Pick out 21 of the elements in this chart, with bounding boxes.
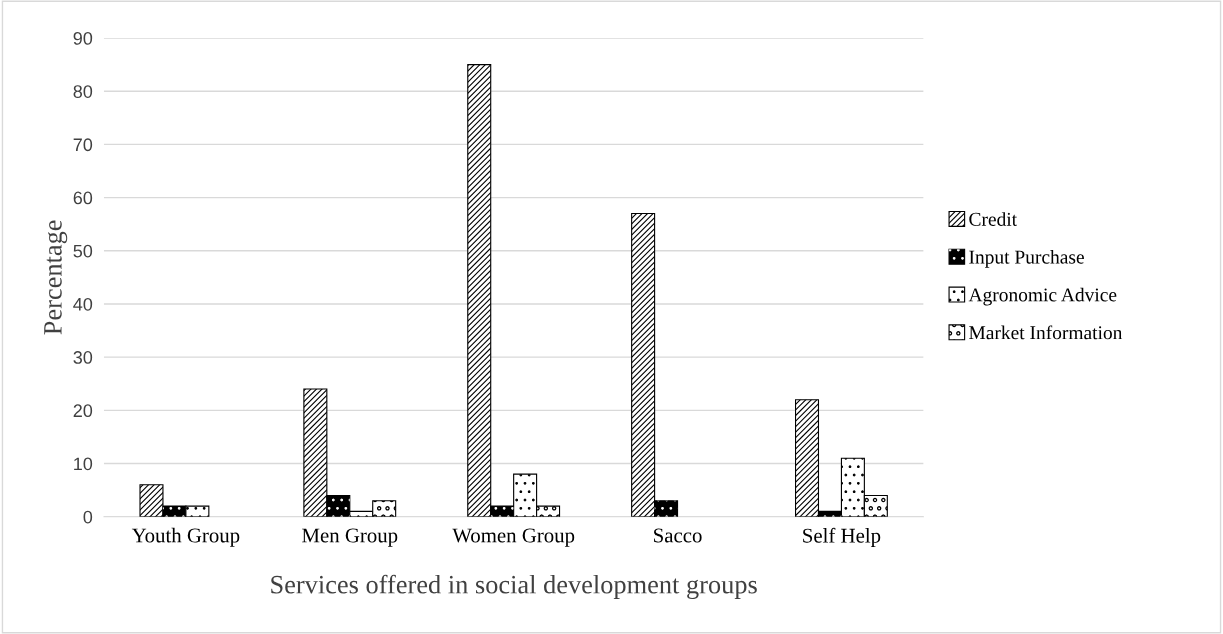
y-tick-label: 20 xyxy=(73,404,93,418)
y-tick-label: 0 xyxy=(83,510,93,524)
x-tick-label: Youth Group xyxy=(131,527,240,547)
y-tick-label: 50 xyxy=(73,244,93,258)
legend-label: Market Information xyxy=(969,325,1123,340)
y-tick-label: 60 xyxy=(73,191,93,205)
x-tick-label: Women Group xyxy=(452,528,575,547)
x-tick-label: Sacco xyxy=(654,528,702,543)
legend-label: Credit xyxy=(969,212,1017,226)
y-tick-label: 70 xyxy=(73,138,93,152)
y-tick-label: 90 xyxy=(73,31,93,45)
x-axis-title: Services offered in social development groups xyxy=(271,574,757,599)
y-tick-label: 40 xyxy=(73,297,93,311)
legend-label: Input Purchase xyxy=(969,249,1084,268)
y-tick-label: 80 xyxy=(73,85,93,98)
legend-label: Agronomic Advice xyxy=(968,287,1117,306)
x-tick-label: Self Help xyxy=(803,527,881,547)
y-axis-title: Percentage xyxy=(44,220,68,335)
y-tick-label: 30 xyxy=(73,351,93,364)
y-tick-label: 10 xyxy=(74,457,93,471)
x-tick-label: Men Group xyxy=(302,528,398,547)
